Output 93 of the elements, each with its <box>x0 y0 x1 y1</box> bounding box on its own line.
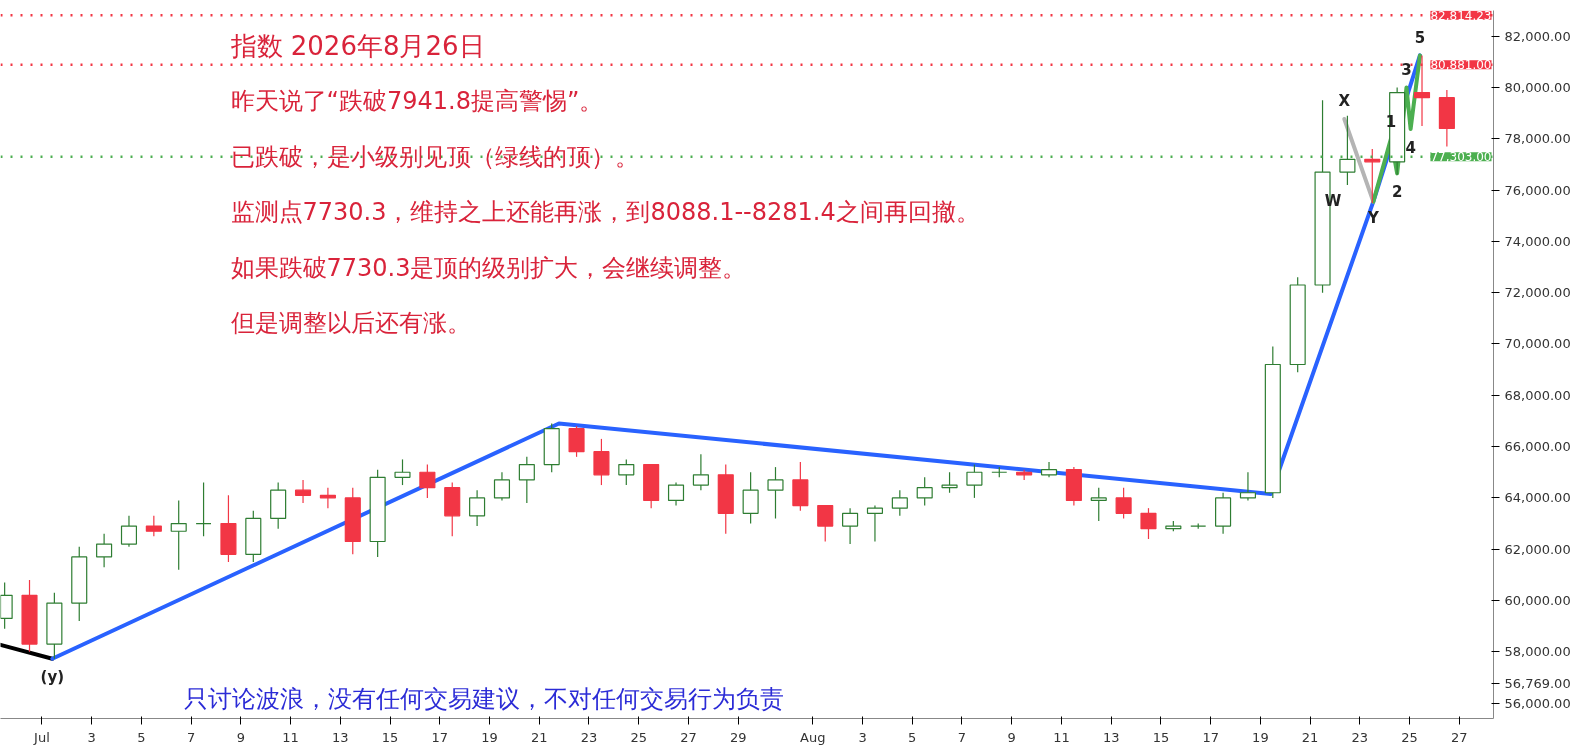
x-tick-label: 3 <box>858 729 867 745</box>
x-tick-label: 15 <box>381 729 399 745</box>
candlestick <box>866 504 884 543</box>
candlestick <box>394 458 411 486</box>
x-tick-label: 25 <box>630 729 647 745</box>
candlestick <box>1090 487 1107 522</box>
candlestick <box>1040 461 1058 478</box>
x-tick-label: 19 <box>1252 729 1269 745</box>
annotation: 但是调整以后还有涨。 <box>230 309 471 337</box>
y-tick-label: 56,769.00 <box>1504 675 1571 691</box>
x-tick-label: 11 <box>1053 729 1070 745</box>
x-tick-label: 3 <box>87 729 96 745</box>
candlestick <box>891 489 908 517</box>
candlestick <box>1239 471 1257 502</box>
y-tick-label: 60,000.00 <box>1504 593 1571 608</box>
annotation: 昨天说了“跌破7941.8提高警惕”。 <box>230 87 604 115</box>
x-tick-label: 17 <box>431 729 449 745</box>
x-tick-label: 29 <box>729 729 747 745</box>
candlestick <box>419 463 436 499</box>
candlestick <box>593 438 610 486</box>
annotation: 如果跌破7730.3是顶的级别扩大，会继续调整。 <box>230 253 747 282</box>
candlestick <box>618 458 635 486</box>
x-tick-label: 9 <box>236 729 246 745</box>
candlestick <box>667 481 685 507</box>
x-tick-label: 19 <box>481 729 498 745</box>
y-tick-label: 68,000.00 <box>1504 387 1571 403</box>
x-tick-label: 23 <box>1351 729 1369 745</box>
x-tick-label: 13 <box>1102 729 1120 745</box>
text: 指数 2026年8月26日 <box>229 30 485 61</box>
x-tick-label: 9 <box>1007 729 1016 745</box>
x-tick-label: 13 <box>332 729 349 745</box>
ref-line-label: 80,881.00 <box>1430 58 1492 73</box>
x-tick-label: 11 <box>282 729 299 745</box>
candlestick <box>319 487 336 509</box>
annotation: 已跌破，是小级别见顶（绿线的顶）。 <box>230 142 639 171</box>
ref-line-label: 77,303.00 <box>1430 150 1492 165</box>
candlestick <box>1339 115 1356 186</box>
x-tick-label: 15 <box>1152 729 1170 745</box>
y-tick-label: 72,000.00 <box>1504 285 1571 301</box>
x-tick-label: 27 <box>1451 729 1468 745</box>
x-tick-label: 21 <box>530 729 548 745</box>
y-tick-label: 74,000.00 <box>1504 233 1571 249</box>
y-tick-label: 56,000.00 <box>1504 695 1571 711</box>
x-tick-label: Jul <box>33 729 50 745</box>
x-tick-label: 21 <box>1301 729 1319 745</box>
x-tick-label: 7 <box>957 729 967 745</box>
y-tick-label: 80,000.00 <box>1504 79 1571 95</box>
candlestick <box>294 479 312 504</box>
y-tick-label: 58,000.00 <box>1504 644 1571 660</box>
annotation: 4 <box>1405 139 1416 158</box>
candlestick <box>469 489 486 527</box>
candlestick <box>842 507 859 545</box>
x-tick-label: 23 <box>580 729 598 745</box>
candlestick <box>518 456 535 504</box>
candlestick <box>1115 487 1132 520</box>
candlestick <box>195 481 212 537</box>
candlestick <box>493 471 511 502</box>
x-tick-label: 5 <box>908 729 917 745</box>
candlestick <box>767 466 784 520</box>
x-tick-label: 17 <box>1202 729 1219 745</box>
x-tick-label: Aug <box>800 729 826 745</box>
y-tick-label: 64,000.00 <box>1504 490 1571 506</box>
candlestick <box>966 463 983 499</box>
x-tick-label: 27 <box>680 729 697 745</box>
annotation: 只讨论波浪，没有任何交易建议，不对任何交易行为负责 <box>183 684 784 713</box>
y-tick-label: 62,000.00 <box>1504 541 1571 557</box>
candlestick <box>941 471 958 494</box>
annotation: 2 <box>1391 183 1403 202</box>
candlestick <box>568 425 585 458</box>
y-tick-label: 76,000.00 <box>1504 182 1571 198</box>
y-tick-label: 70,000.00 <box>1504 336 1571 352</box>
candlestick <box>1140 507 1157 540</box>
candlestick <box>120 515 138 548</box>
candlestick <box>145 515 162 537</box>
annotation: X <box>1338 92 1351 111</box>
x-tick-label: 5 <box>137 729 146 745</box>
candlestick <box>742 471 759 525</box>
annotation: Y <box>1366 208 1380 227</box>
candlestick <box>170 499 187 571</box>
annotation: (y) <box>40 667 65 686</box>
candlestick <box>96 533 113 568</box>
candlestick <box>692 453 709 491</box>
ref-line-label: 82,814.23 <box>1430 8 1492 23</box>
annotation: 3 <box>1401 61 1412 80</box>
annotation: 监测点7730.3，维持之上还能再涨，到8088.1--8281.4之间再回撤。 <box>230 198 980 226</box>
annotation: 5 <box>1414 29 1426 48</box>
x-tick-label: 25 <box>1401 729 1418 745</box>
x-tick-label: 7 <box>187 729 196 745</box>
y-tick-label: 82,000.00 <box>1504 28 1571 44</box>
y-tick-label: 66,000.00 <box>1504 439 1571 455</box>
y-tick-label: 78,000.00 <box>1504 131 1571 147</box>
candlestick <box>817 504 834 543</box>
candlestick <box>916 476 933 507</box>
